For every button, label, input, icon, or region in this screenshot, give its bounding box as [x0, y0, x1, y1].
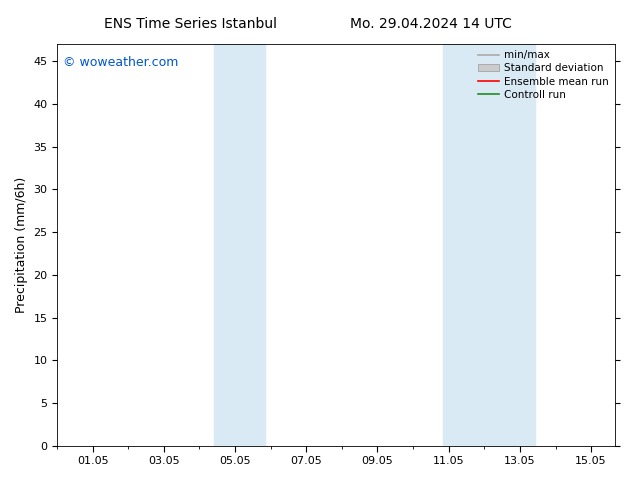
Bar [214, 44, 264, 446]
Text: ENS Time Series Istanbul: ENS Time Series Istanbul [104, 17, 276, 31]
Bar [443, 44, 535, 446]
Legend: min/max, Standard deviation, Ensemble mean run, Controll run: min/max, Standard deviation, Ensemble me… [474, 46, 613, 104]
Text: © woweather.com: © woweather.com [63, 56, 178, 69]
Y-axis label: Precipitation (mm/6h): Precipitation (mm/6h) [15, 177, 28, 313]
Text: Mo. 29.04.2024 14 UTC: Mo. 29.04.2024 14 UTC [350, 17, 512, 31]
